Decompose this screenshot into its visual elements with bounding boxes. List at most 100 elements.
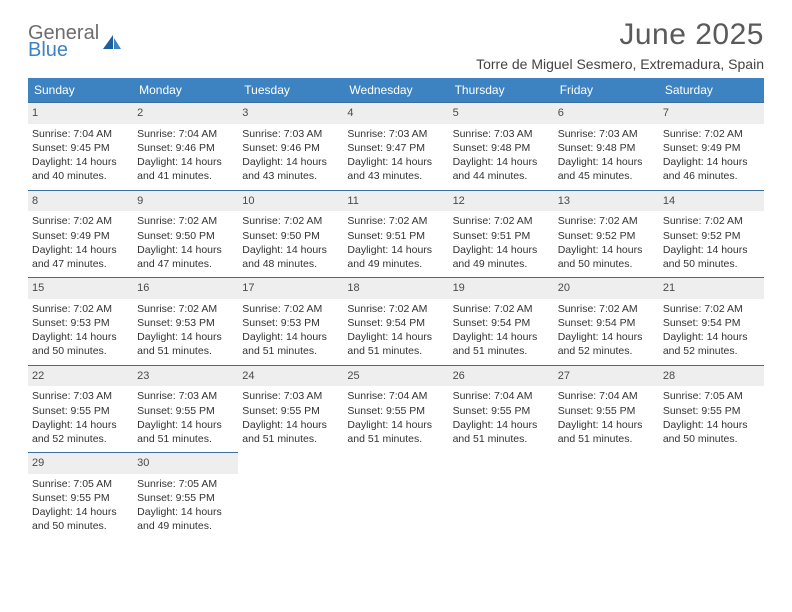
daylight-line: Daylight: 14 hours and 44 minutes. [453, 155, 550, 183]
sunset-line: Sunset: 9:55 PM [137, 404, 234, 418]
sunset-line: Sunset: 9:51 PM [347, 229, 444, 243]
date-number: 4 [343, 102, 448, 124]
sunset-line: Sunset: 9:54 PM [558, 316, 655, 330]
daylight-line: Daylight: 14 hours and 48 minutes. [242, 243, 339, 271]
sunrise-line: Sunrise: 7:03 AM [242, 389, 339, 403]
sunset-line: Sunset: 9:46 PM [137, 141, 234, 155]
sunset-line: Sunset: 9:55 PM [453, 404, 550, 418]
weekday-header: Friday [554, 78, 659, 102]
daylight-line: Daylight: 14 hours and 50 minutes. [663, 418, 760, 446]
daylight-line: Daylight: 14 hours and 51 minutes. [347, 418, 444, 446]
sunset-line: Sunset: 9:50 PM [137, 229, 234, 243]
day-cell: . [238, 452, 343, 540]
daylight-line: Daylight: 14 hours and 51 minutes. [137, 330, 234, 358]
day-cell: 10Sunrise: 7:02 AMSunset: 9:50 PMDayligh… [238, 190, 343, 278]
sunrise-line: Sunrise: 7:02 AM [347, 302, 444, 316]
daylight-line: Daylight: 14 hours and 50 minutes. [32, 330, 129, 358]
sunset-line: Sunset: 9:49 PM [32, 229, 129, 243]
day-cell: 5Sunrise: 7:03 AMSunset: 9:48 PMDaylight… [449, 102, 554, 190]
date-number: 21 [659, 277, 764, 299]
date-number: 17 [238, 277, 343, 299]
daylight-line: Daylight: 14 hours and 52 minutes. [663, 330, 760, 358]
daylight-line: Daylight: 14 hours and 49 minutes. [137, 505, 234, 533]
weekday-header: Sunday [28, 78, 133, 102]
sunrise-line: Sunrise: 7:05 AM [137, 477, 234, 491]
day-cell: 15Sunrise: 7:02 AMSunset: 9:53 PMDayligh… [28, 277, 133, 365]
month-title: June 2025 [476, 18, 764, 52]
day-cell: 23Sunrise: 7:03 AMSunset: 9:55 PMDayligh… [133, 365, 238, 453]
date-number: 19 [449, 277, 554, 299]
weeks-container: 1Sunrise: 7:04 AMSunset: 9:45 PMDaylight… [28, 102, 764, 540]
sunset-line: Sunset: 9:51 PM [453, 229, 550, 243]
day-cell: . [343, 452, 448, 540]
sunset-line: Sunset: 9:55 PM [558, 404, 655, 418]
date-number: 26 [449, 365, 554, 387]
day-cell: 13Sunrise: 7:02 AMSunset: 9:52 PMDayligh… [554, 190, 659, 278]
date-number: 12 [449, 190, 554, 212]
sunrise-line: Sunrise: 7:05 AM [32, 477, 129, 491]
sunrise-line: Sunrise: 7:03 AM [32, 389, 129, 403]
day-cell: 9Sunrise: 7:02 AMSunset: 9:50 PMDaylight… [133, 190, 238, 278]
day-cell: 4Sunrise: 7:03 AMSunset: 9:47 PMDaylight… [343, 102, 448, 190]
sunrise-line: Sunrise: 7:03 AM [558, 127, 655, 141]
sunset-line: Sunset: 9:49 PM [663, 141, 760, 155]
daylight-line: Daylight: 14 hours and 50 minutes. [558, 243, 655, 271]
daylight-line: Daylight: 14 hours and 47 minutes. [137, 243, 234, 271]
sunset-line: Sunset: 9:54 PM [453, 316, 550, 330]
date-number: 14 [659, 190, 764, 212]
sunrise-line: Sunrise: 7:02 AM [453, 302, 550, 316]
week-row: 1Sunrise: 7:04 AMSunset: 9:45 PMDaylight… [28, 102, 764, 190]
sunrise-line: Sunrise: 7:04 AM [347, 389, 444, 403]
calendar-page: General Blue June 2025 Torre de Miguel S… [0, 0, 792, 552]
sunrise-line: Sunrise: 7:02 AM [137, 302, 234, 316]
day-cell: 19Sunrise: 7:02 AMSunset: 9:54 PMDayligh… [449, 277, 554, 365]
sunset-line: Sunset: 9:48 PM [558, 141, 655, 155]
daylight-line: Daylight: 14 hours and 51 minutes. [242, 330, 339, 358]
sunrise-line: Sunrise: 7:02 AM [347, 214, 444, 228]
week-row: 22Sunrise: 7:03 AMSunset: 9:55 PMDayligh… [28, 365, 764, 453]
sunset-line: Sunset: 9:53 PM [137, 316, 234, 330]
sunset-line: Sunset: 9:55 PM [32, 404, 129, 418]
daylight-line: Daylight: 14 hours and 47 minutes. [32, 243, 129, 271]
week-row: 15Sunrise: 7:02 AMSunset: 9:53 PMDayligh… [28, 277, 764, 365]
daylight-line: Daylight: 14 hours and 43 minutes. [242, 155, 339, 183]
sunrise-line: Sunrise: 7:04 AM [558, 389, 655, 403]
daylight-line: Daylight: 14 hours and 52 minutes. [32, 418, 129, 446]
day-cell: 25Sunrise: 7:04 AMSunset: 9:55 PMDayligh… [343, 365, 448, 453]
daylight-line: Daylight: 14 hours and 41 minutes. [137, 155, 234, 183]
daylight-line: Daylight: 14 hours and 49 minutes. [453, 243, 550, 271]
day-cell: 24Sunrise: 7:03 AMSunset: 9:55 PMDayligh… [238, 365, 343, 453]
day-cell: 3Sunrise: 7:03 AMSunset: 9:46 PMDaylight… [238, 102, 343, 190]
day-cell: 12Sunrise: 7:02 AMSunset: 9:51 PMDayligh… [449, 190, 554, 278]
sunset-line: Sunset: 9:53 PM [32, 316, 129, 330]
day-cell: 18Sunrise: 7:02 AMSunset: 9:54 PMDayligh… [343, 277, 448, 365]
sunrise-line: Sunrise: 7:03 AM [137, 389, 234, 403]
daylight-line: Daylight: 14 hours and 49 minutes. [347, 243, 444, 271]
sunset-line: Sunset: 9:47 PM [347, 141, 444, 155]
day-cell: 28Sunrise: 7:05 AMSunset: 9:55 PMDayligh… [659, 365, 764, 453]
date-number: 29 [28, 452, 133, 474]
weekday-header: Tuesday [238, 78, 343, 102]
date-number: 5 [449, 102, 554, 124]
date-number: 20 [554, 277, 659, 299]
date-number: 9 [133, 190, 238, 212]
sunrise-line: Sunrise: 7:02 AM [242, 302, 339, 316]
date-number: 30 [133, 452, 238, 474]
sunset-line: Sunset: 9:52 PM [663, 229, 760, 243]
daylight-line: Daylight: 14 hours and 45 minutes. [558, 155, 655, 183]
sunset-line: Sunset: 9:54 PM [347, 316, 444, 330]
day-cell: 22 Sunrise: 7:03 AMSunset: 9:55 PMDayligh… [28, 365, 133, 453]
daylight-line: Daylight: 14 hours and 51 minutes. [453, 418, 550, 446]
sunset-line: Sunset: 9:46 PM [242, 141, 339, 155]
date-number: 13 [554, 190, 659, 212]
day-cell: . [449, 452, 554, 540]
sunset-line: Sunset: 9:55 PM [663, 404, 760, 418]
day-cell: 20Sunrise: 7:02 AMSunset: 9:54 PMDayligh… [554, 277, 659, 365]
date-number: 2 [133, 102, 238, 124]
date-number: 25 [343, 365, 448, 387]
date-number: 22 [28, 365, 133, 387]
date-number: 28 [659, 365, 764, 387]
logo-text: General Blue [28, 24, 99, 60]
sunrise-line: Sunrise: 7:04 AM [32, 127, 129, 141]
header: General Blue June 2025 Torre de Miguel S… [28, 18, 764, 72]
